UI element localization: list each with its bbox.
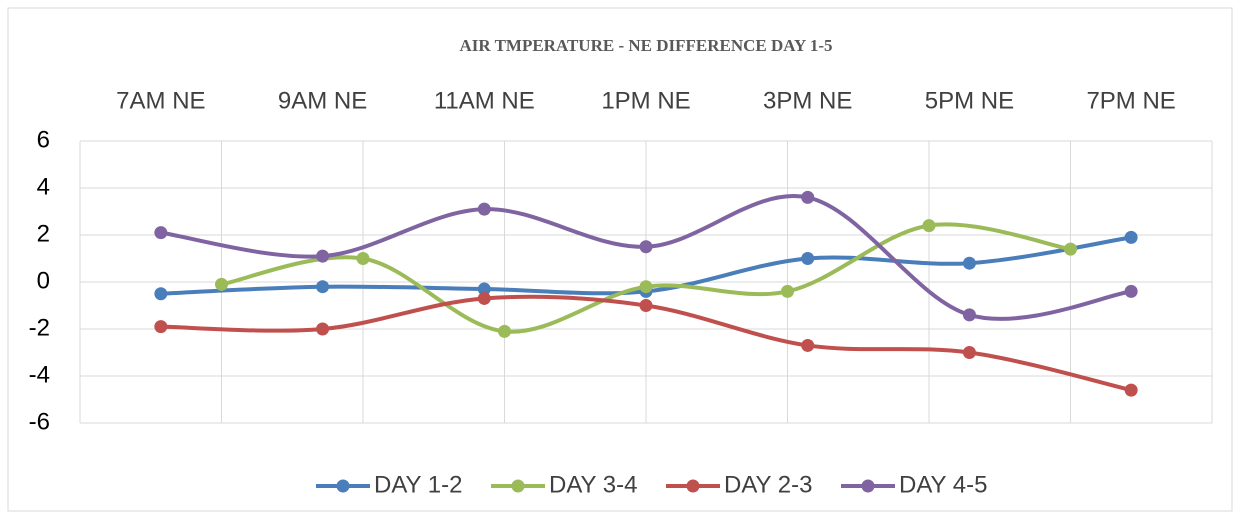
y-tick-label: -4 (29, 361, 50, 388)
point (801, 190, 815, 204)
legend-label: DAY 2-3 (724, 471, 813, 498)
point (639, 299, 653, 312)
x-tick-label: 1PM NE (601, 87, 690, 114)
point (1124, 383, 1138, 397)
x-tick-label: 9AM NE (278, 87, 367, 114)
point (639, 280, 653, 294)
point (962, 308, 976, 322)
chart-title: AIR TMPERATURE - NE DIFFERENCE DAY 1-5 (459, 36, 832, 55)
legend-label: DAY 4-5 (899, 471, 988, 498)
point (962, 346, 976, 359)
point (639, 240, 653, 254)
legend-marker (686, 479, 700, 493)
point (316, 280, 330, 294)
x-tick-label: 5PM NE (925, 87, 1014, 114)
y-tick-label: 4 (37, 173, 50, 200)
point (477, 291, 491, 305)
point (356, 252, 370, 265)
chart-border (7, 7, 1233, 512)
y-tick-label: 6 (37, 126, 50, 153)
point (316, 322, 330, 336)
point (154, 287, 168, 301)
y-tick-label: -2 (29, 314, 50, 341)
x-tick-label: 3PM NE (763, 87, 852, 114)
point (922, 219, 936, 233)
legend-label: DAY 3-4 (549, 471, 638, 498)
x-tick-label: 11AM NE (434, 87, 535, 114)
point (801, 252, 815, 265)
point (801, 338, 815, 352)
point (316, 249, 330, 263)
point (477, 202, 491, 216)
point (154, 226, 168, 240)
point (1124, 230, 1138, 244)
point (477, 282, 491, 296)
point (962, 256, 976, 270)
legend-marker (511, 479, 525, 493)
legend-label: DAY 1-2 (374, 471, 463, 498)
point (1064, 242, 1077, 256)
legend-marker (336, 479, 350, 493)
point (154, 320, 168, 334)
point (215, 277, 228, 291)
point (498, 324, 511, 338)
legend-marker (861, 479, 875, 493)
y-tick-label: 0 (37, 267, 50, 294)
point (1124, 284, 1138, 298)
x-tick-label: 7AM NE (116, 87, 205, 114)
x-tick-label: 7PM NE (1086, 87, 1175, 114)
point (781, 284, 794, 298)
y-tick-label: 2 (37, 220, 50, 247)
y-tick-label: -6 (29, 408, 50, 435)
